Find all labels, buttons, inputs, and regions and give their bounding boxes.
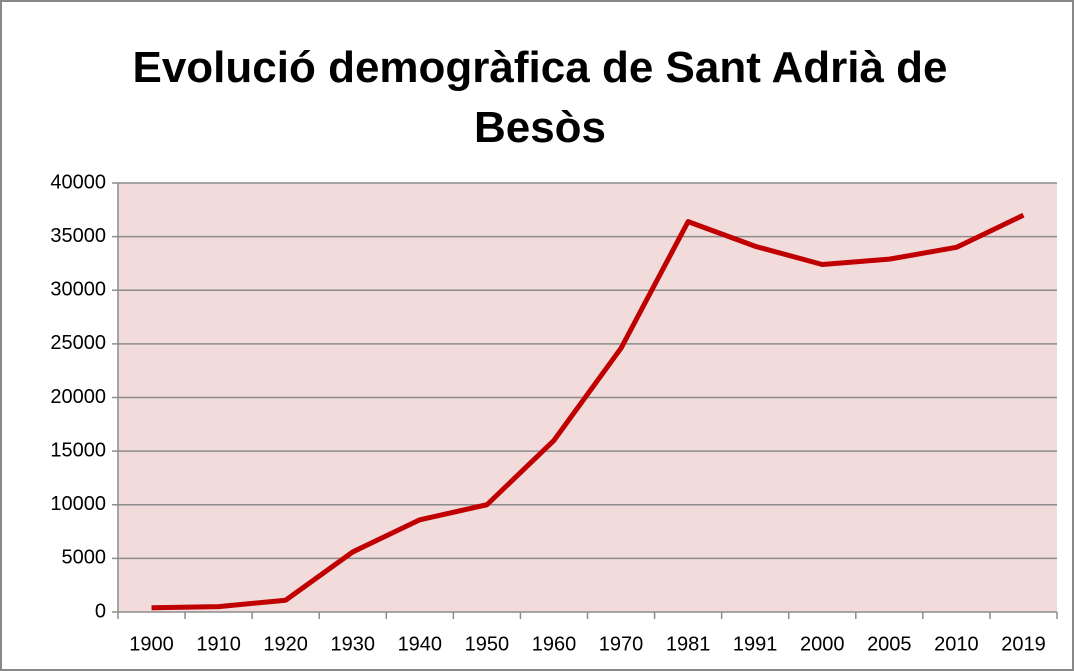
y-tick-label: 25000 bbox=[50, 332, 106, 354]
y-tick-label: 10000 bbox=[50, 493, 106, 515]
x-tick-label: 1970 bbox=[599, 633, 644, 655]
x-tick-label: 1950 bbox=[465, 633, 510, 655]
chart-title: Evolució demogràfica de Sant Adrià de Be… bbox=[132, 43, 948, 152]
y-tick-label: 5000 bbox=[62, 547, 107, 569]
data-line bbox=[151, 212, 1025, 611]
x-tick-label: 2010 bbox=[934, 633, 979, 655]
x-tick-label: 2005 bbox=[867, 633, 912, 655]
x-tick-label: 1930 bbox=[331, 633, 376, 655]
x-tick-label: 1991 bbox=[733, 633, 778, 655]
y-tick-label: 35000 bbox=[50, 225, 106, 247]
x-tick-label: 1940 bbox=[398, 633, 443, 655]
y-tick-label: 20000 bbox=[50, 386, 106, 408]
y-tick-label: 40000 bbox=[50, 171, 106, 193]
x-tick-label: 2000 bbox=[800, 633, 845, 655]
y-tick-label: 15000 bbox=[50, 439, 106, 461]
x-tick-label: 1900 bbox=[129, 633, 174, 655]
x-tick-label: 2019 bbox=[1001, 633, 1046, 655]
y-tick-label: 30000 bbox=[50, 279, 106, 301]
y-tick-label: 0 bbox=[95, 600, 106, 622]
x-tick-label: 1981 bbox=[666, 633, 711, 655]
x-tick-label: 1960 bbox=[532, 633, 577, 655]
x-tick-label: 1920 bbox=[263, 633, 308, 655]
x-tick-label: 1910 bbox=[196, 633, 241, 655]
